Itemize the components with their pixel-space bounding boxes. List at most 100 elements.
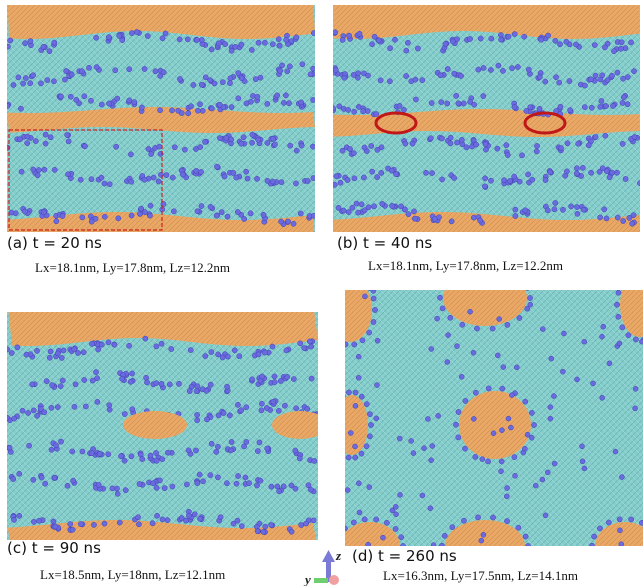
lipid-head: [229, 137, 234, 142]
z-arrow-head: [322, 550, 335, 562]
lipid-head: [591, 534, 596, 539]
lipid-head: [504, 494, 509, 499]
lipid-head: [102, 521, 107, 526]
lipid-head: [475, 515, 480, 520]
lipid-head: [209, 106, 214, 111]
lipid-head: [341, 208, 346, 213]
lipid-head: [19, 169, 24, 174]
lipid-head: [310, 144, 315, 149]
lipid-head: [495, 146, 500, 151]
lipid-head: [508, 425, 513, 430]
lipid-head: [512, 454, 517, 459]
lipid-head: [76, 350, 81, 355]
lipid-head: [374, 111, 379, 116]
lipid-head: [534, 143, 539, 148]
lipid-head: [446, 333, 451, 338]
lipid-head: [499, 459, 504, 464]
lipid-head: [291, 221, 296, 226]
lipid-head: [202, 139, 207, 144]
lipid-head: [239, 408, 244, 413]
lipid-head: [439, 136, 444, 141]
lipid-head: [188, 347, 193, 352]
lipid-head: [31, 519, 36, 524]
lipid-head: [236, 96, 241, 101]
lipid-head: [89, 341, 94, 346]
lipid-head: [79, 69, 84, 74]
lipid-head: [235, 473, 240, 478]
lipid-head: [82, 94, 87, 99]
orange-domain: [443, 270, 527, 326]
lipid-head: [148, 453, 153, 458]
lipid-head: [335, 338, 340, 343]
lipid-head: [71, 478, 76, 483]
lipid-head: [64, 68, 69, 73]
lipid-head: [471, 350, 476, 355]
lipid-head: [307, 339, 312, 344]
lipid-head: [259, 408, 264, 413]
lipid-head: [143, 336, 148, 341]
lipid-head: [102, 214, 107, 219]
lipid-head: [117, 520, 122, 525]
lipid-head: [291, 376, 296, 381]
lipid-head: [192, 512, 197, 517]
lipid-head: [16, 75, 21, 80]
lipid-head: [44, 379, 49, 384]
lipid-head: [435, 316, 440, 321]
lipid-head: [11, 476, 16, 481]
lipid-head: [212, 81, 217, 86]
lipid-head: [411, 209, 416, 214]
lipid-head: [62, 77, 67, 82]
lipid-head: [552, 207, 557, 212]
lipid-head: [362, 294, 367, 299]
lipid-head: [448, 141, 453, 146]
lipid-head: [160, 457, 165, 462]
lipid-head: [186, 448, 191, 453]
lipid-head: [194, 37, 199, 42]
lipid-head: [159, 341, 164, 346]
lipid-head: [420, 493, 425, 498]
lipid-head: [543, 177, 548, 182]
lipid-head: [48, 349, 53, 354]
lipid-head: [499, 469, 504, 474]
lipid-head: [359, 394, 364, 399]
lipid-head: [151, 175, 156, 180]
lipid-head: [41, 210, 46, 215]
lipid-head: [579, 444, 584, 449]
orange-domain: [328, 278, 372, 342]
lipid-head: [462, 446, 467, 451]
lipid-head: [52, 475, 57, 480]
lipid-head: [483, 176, 488, 181]
lipid-head: [582, 339, 587, 344]
lipid-head: [454, 93, 459, 98]
lipid-head: [564, 169, 569, 174]
lipid-head: [47, 355, 52, 360]
lipid-head: [34, 348, 39, 353]
lipid-head: [248, 99, 253, 104]
lipid-head: [26, 443, 31, 448]
lipid-head: [366, 205, 371, 210]
lipid-head: [43, 481, 48, 486]
lipid-head: [545, 470, 550, 475]
lipid-head: [639, 567, 643, 572]
lipid-head: [626, 333, 631, 338]
lipid-head: [398, 492, 403, 497]
lipid-head: [429, 100, 434, 105]
lipid-head: [169, 108, 174, 113]
lipid-head: [537, 74, 542, 79]
lipid-head: [345, 107, 350, 112]
lipid-head: [244, 405, 249, 410]
lipid-head: [169, 346, 174, 351]
lipid-head: [281, 100, 286, 105]
lipid-head: [99, 175, 104, 180]
lipid-head: [333, 67, 338, 72]
lipid-head: [128, 379, 133, 384]
lipid-head: [106, 101, 111, 106]
lipid-head: [616, 290, 621, 295]
lipid-head: [364, 402, 369, 407]
panel-caption: Lx=16.3nm, Ly=17.5nm, Lz=14.1nm: [383, 568, 578, 583]
lipid-head: [112, 342, 117, 347]
lipid-head: [89, 451, 94, 456]
lipid-head: [537, 106, 542, 111]
lipid-head: [184, 482, 189, 487]
lipid-head: [198, 169, 203, 174]
